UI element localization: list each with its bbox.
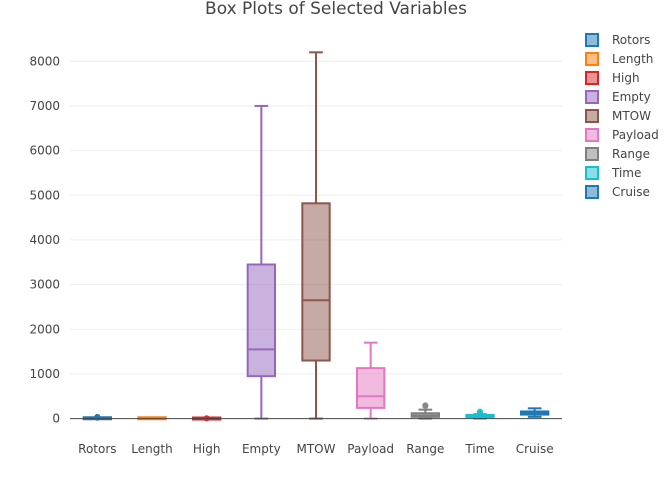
legend-item-payload[interactable]: Payload <box>585 128 659 142</box>
legend-item-time[interactable]: Time <box>585 166 641 180</box>
y-tick-label: 1000 <box>29 367 60 381</box>
chart-title: Box Plots of Selected Variables <box>205 0 467 19</box>
legend-label: Empty <box>612 90 651 104</box>
legend-swatch <box>585 109 599 123</box>
y-tick-label: 8000 <box>29 54 60 68</box>
legend-swatch <box>585 166 599 180</box>
legend-label: Rotors <box>612 33 650 47</box>
x-tick-label: Time <box>464 442 494 456</box>
outlier-point <box>477 408 483 415</box>
y-tick-label: 3000 <box>29 278 60 292</box>
box-iqr <box>246 263 277 378</box>
box-time[interactable] <box>465 408 495 420</box>
legend-label: Length <box>612 52 653 66</box>
legend[interactable]: Rotors Length High Empty MTOW Payload Range Tim… <box>585 33 659 199</box>
box-mtow[interactable] <box>301 51 331 420</box>
legend-label: Cruise <box>612 185 650 199</box>
y-tick-label: 6000 <box>29 144 60 158</box>
box-series <box>82 51 550 422</box>
legend-item-mtow[interactable]: MTOW <box>585 109 651 123</box>
y-tick-label: 2000 <box>29 322 60 336</box>
box-range[interactable] <box>410 402 440 420</box>
box-cruise[interactable] <box>520 407 550 418</box>
legend-item-length[interactable]: Length <box>585 52 653 66</box>
legend-swatch <box>585 147 599 161</box>
legend-swatch <box>585 33 599 47</box>
legend-swatch <box>585 185 599 199</box>
x-tick-label: Length <box>131 442 172 456</box>
legend-swatch <box>585 90 599 104</box>
box-empty[interactable] <box>246 104 277 420</box>
legend-label: High <box>612 71 640 85</box>
legend-swatch <box>585 71 599 85</box>
legend-label: Time <box>611 166 641 180</box>
x-tick-label: Empty <box>242 442 281 456</box>
x-tick-label: Rotors <box>78 442 116 456</box>
y-tick-label: 0 <box>52 412 60 426</box>
legend-item-range[interactable]: Range <box>585 147 650 161</box>
y-tick-label: 5000 <box>29 188 60 202</box>
legend-swatch <box>585 128 599 142</box>
box-rotors[interactable] <box>82 413 112 421</box>
x-tick-label: Payload <box>347 442 394 456</box>
x-tick-label: MTOW <box>297 442 336 456</box>
outlier-point <box>422 402 429 409</box>
legend-item-high[interactable]: High <box>585 71 640 85</box>
x-tick-label: High <box>193 442 221 456</box>
y-tick-label: 4000 <box>29 233 60 247</box>
legend-item-rotors[interactable]: Rotors <box>585 33 650 47</box>
legend-item-empty[interactable]: Empty <box>585 90 651 104</box>
x-tick-label: Cruise <box>516 442 554 456</box>
box-iqr <box>301 202 331 362</box>
legend-label: MTOW <box>612 109 651 123</box>
x-tick-label: Range <box>406 442 444 456</box>
y-tick-label: 7000 <box>29 99 60 113</box>
box-iqr <box>356 367 386 409</box>
legend-swatch <box>585 52 599 66</box>
legend-label: Range <box>612 147 650 161</box>
legend-label: Payload <box>612 128 659 142</box>
box-payload[interactable] <box>356 341 386 420</box>
x-axis: Rotors Length High Empty MTOW Payload Range Tim… <box>78 442 553 456</box>
legend-item-cruise[interactable]: Cruise <box>585 185 650 199</box>
y-axis: 0 1000 2000 3000 4000 5000 6000 7000 8000 <box>29 54 60 425</box>
